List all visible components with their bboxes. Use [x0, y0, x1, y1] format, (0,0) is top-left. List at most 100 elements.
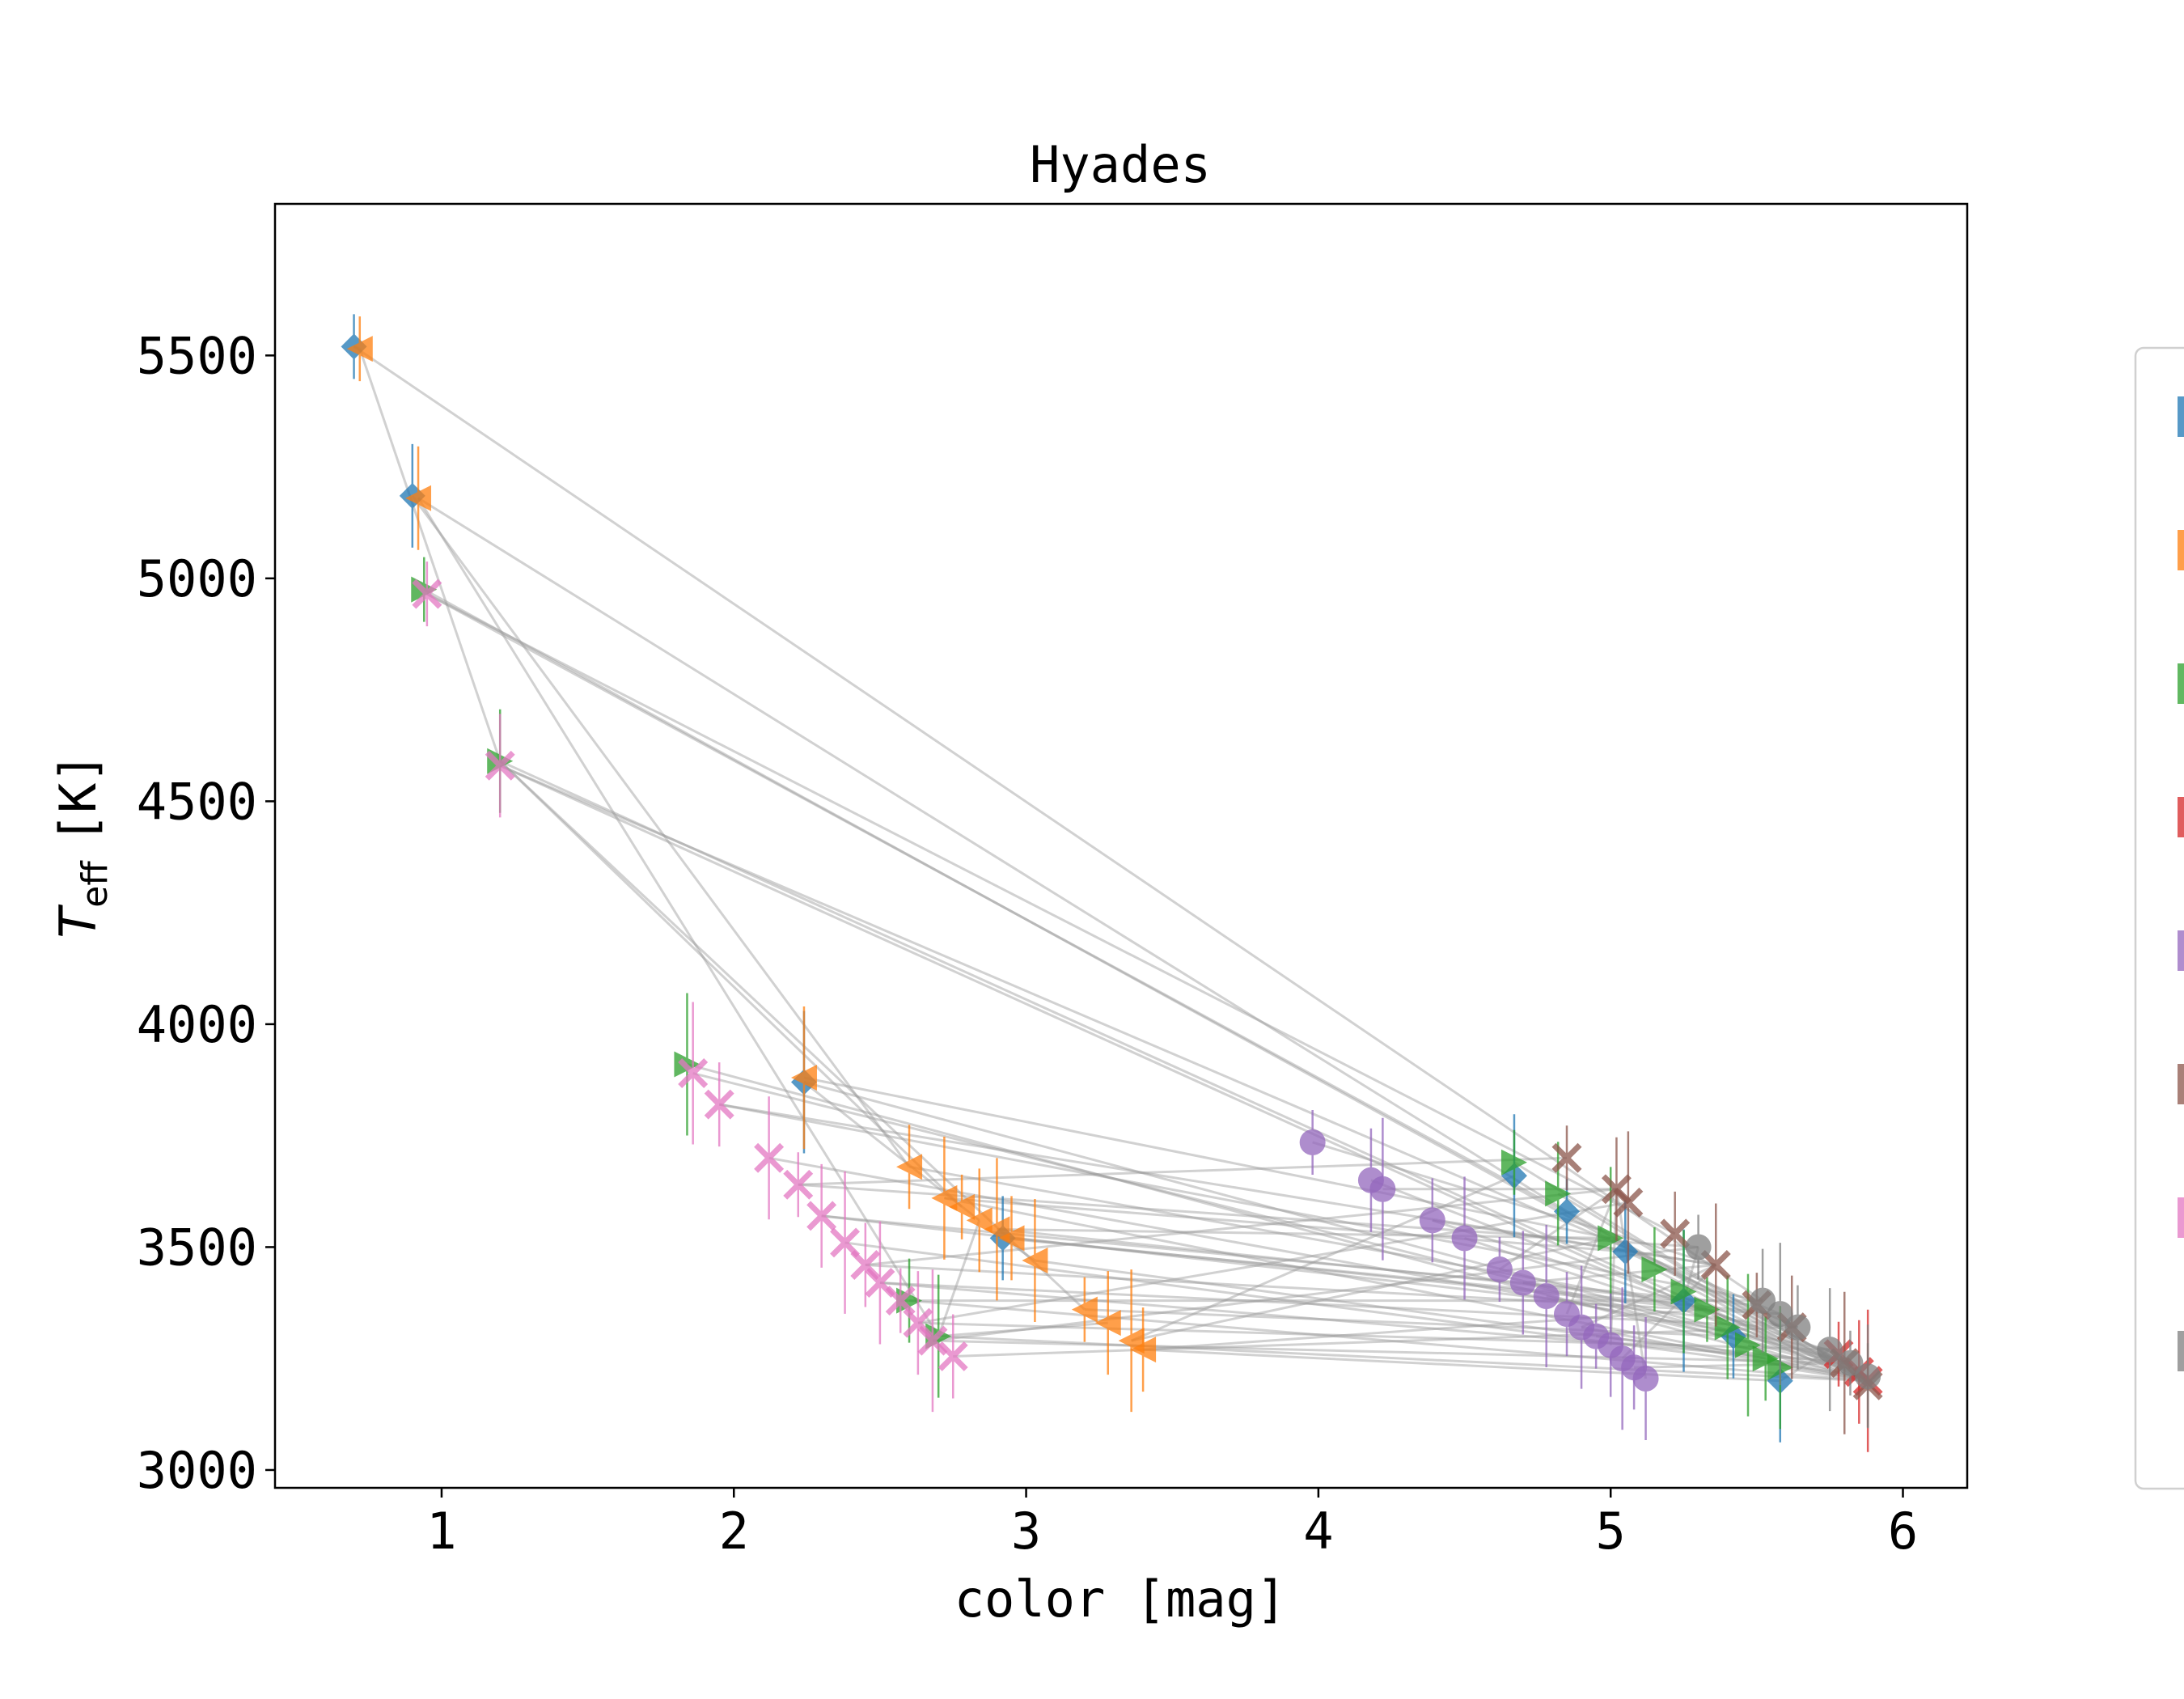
connector-line	[821, 1214, 1798, 1329]
connector-line	[417, 497, 1568, 1213]
connector-line	[944, 1197, 1766, 1360]
connector-line	[1131, 1174, 1515, 1342]
connector-line	[944, 1197, 1626, 1253]
connector-line	[1621, 1264, 1717, 1360]
marker	[1094, 1310, 1121, 1337]
connector-line	[879, 1282, 1792, 1329]
connector-line	[353, 345, 1763, 1302]
connector-line	[1565, 1188, 1618, 1315]
marker	[1022, 1247, 1048, 1273]
marker	[1641, 1256, 1668, 1282]
data-point	[998, 1196, 1025, 1281]
connector-line	[938, 1321, 1108, 1338]
data-point	[1660, 1191, 1691, 1276]
marker	[1071, 1296, 1098, 1323]
legend-marker	[2178, 396, 2184, 437]
legend-marker	[2178, 1064, 2184, 1104]
data-point	[346, 316, 373, 382]
data-point	[1837, 1330, 1864, 1396]
legend-marker	[2178, 930, 2184, 971]
connector-line	[692, 1072, 1851, 1365]
marker	[1612, 1238, 1639, 1265]
y-axis-label: Teff[K]	[49, 752, 116, 938]
connector-line	[932, 1245, 1699, 1342]
marker	[1837, 1349, 1864, 1376]
data-point	[1612, 1199, 1639, 1303]
marker	[412, 578, 442, 609]
marker	[896, 1154, 923, 1180]
marker	[1369, 1176, 1396, 1202]
data-point	[1130, 1307, 1157, 1392]
data-point	[1685, 1214, 1712, 1280]
marker	[931, 1184, 958, 1211]
legend-marker	[2178, 530, 2184, 570]
data-point	[896, 1125, 923, 1210]
marker	[917, 1325, 948, 1356]
data-point	[1071, 1277, 1098, 1342]
legend-marker	[2178, 1331, 2184, 1371]
connector-line	[1513, 1161, 1869, 1383]
connector-line	[1011, 1236, 1708, 1311]
data-point	[1451, 1176, 1478, 1300]
data-point	[984, 1158, 1010, 1301]
data-point	[405, 446, 432, 550]
marker	[1500, 1149, 1527, 1176]
marker	[896, 1287, 923, 1314]
connector-line	[499, 760, 963, 1208]
connector-line	[953, 1326, 1798, 1358]
connector-line	[687, 1063, 1869, 1383]
connector-line	[844, 1241, 1869, 1378]
marker	[806, 1201, 837, 1231]
connector-line	[908, 1165, 1708, 1311]
marker	[1419, 1207, 1445, 1234]
marker	[405, 485, 432, 511]
marker	[984, 1216, 1010, 1243]
marker	[485, 750, 515, 781]
data-point	[1094, 1271, 1121, 1375]
data-point	[1500, 1129, 1527, 1195]
legend-marker	[2178, 797, 2184, 837]
connector-line	[718, 1103, 1716, 1266]
connector-line	[1035, 1259, 1766, 1360]
data-point	[938, 1314, 968, 1399]
connector-line	[997, 1227, 1684, 1303]
data-point	[1750, 1248, 1776, 1353]
connector-line	[426, 592, 1676, 1235]
connector-line	[411, 495, 911, 1168]
connector-line	[1142, 1308, 1708, 1351]
connector-line	[821, 1214, 1757, 1307]
marker	[1598, 1225, 1624, 1252]
marker	[346, 336, 373, 362]
marker	[1509, 1269, 1536, 1296]
marker	[1735, 1332, 1762, 1358]
data-point	[1545, 1142, 1572, 1246]
marker	[1750, 1287, 1776, 1314]
data-point	[1509, 1231, 1536, 1335]
connector-line	[1131, 1236, 1611, 1342]
data-point	[1533, 1225, 1560, 1368]
x-axis-label: color [mag]	[954, 1570, 1287, 1629]
marker	[704, 1089, 734, 1120]
data-point	[1694, 1277, 1721, 1342]
marker	[1817, 1337, 1843, 1363]
data-point	[1817, 1288, 1843, 1412]
marker	[1613, 1187, 1644, 1218]
connector-line	[1084, 1308, 1734, 1338]
data-point	[1613, 1131, 1644, 1274]
marker	[1554, 1198, 1581, 1225]
marker	[1632, 1365, 1659, 1392]
marker	[1784, 1314, 1811, 1341]
marker	[998, 1225, 1025, 1252]
x-tick-label: 2	[719, 1502, 749, 1561]
y-axis: 3000 3500 4000 4500 5000 5500	[137, 326, 275, 1500]
x-tick-label: 5	[1596, 1502, 1626, 1561]
data-point	[931, 1136, 958, 1260]
connector-line	[1581, 1326, 1869, 1383]
marker	[678, 1058, 709, 1089]
data-point	[1486, 1236, 1513, 1302]
y-tick-label: 5000	[137, 549, 257, 608]
x-tick-label: 4	[1303, 1502, 1333, 1561]
y-tick-label: 4000	[137, 995, 257, 1054]
data-point	[1022, 1198, 1048, 1322]
